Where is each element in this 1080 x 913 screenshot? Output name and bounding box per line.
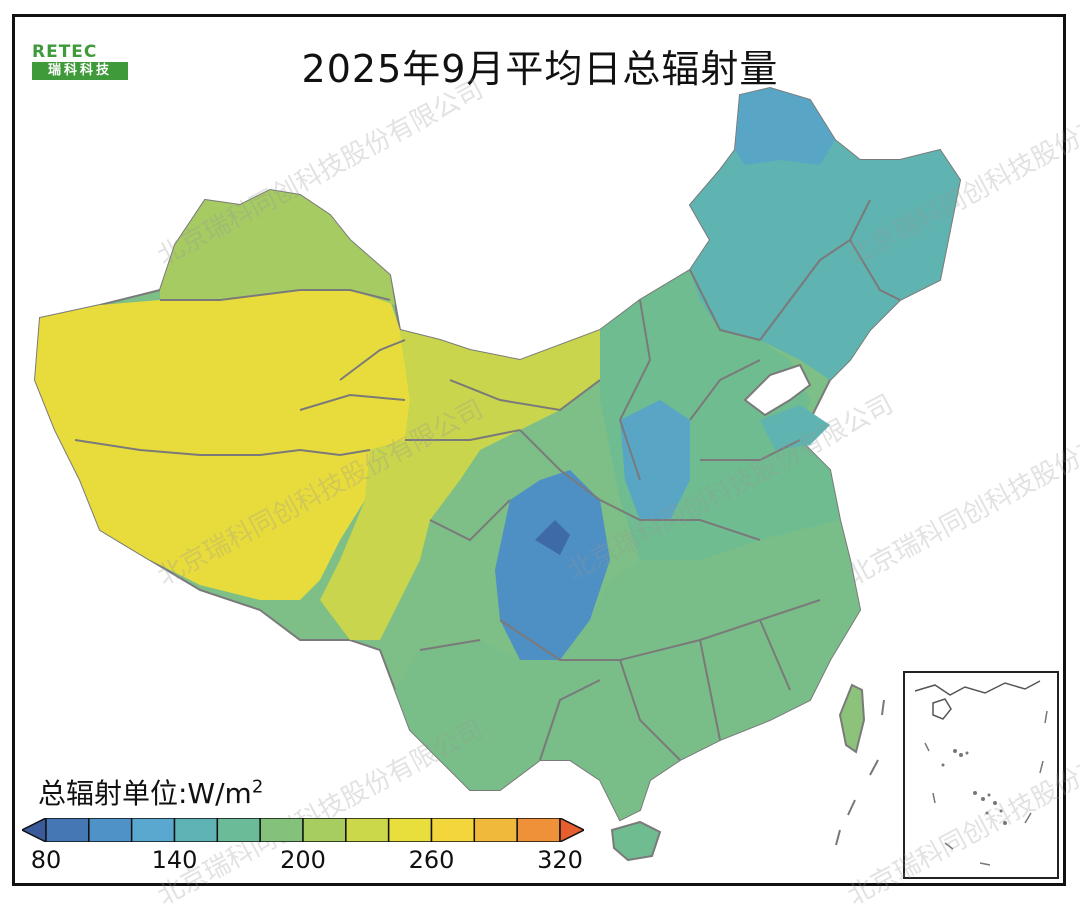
colorbar-tick-label: 320 xyxy=(537,846,583,874)
colorbar-segment xyxy=(430,818,476,842)
region-sichuan-basin xyxy=(495,470,610,660)
colorbar-segment xyxy=(473,818,518,842)
inset-coast xyxy=(914,680,1041,696)
colorbar-segment xyxy=(45,818,90,842)
colorbar-tick-label: 140 xyxy=(151,846,198,874)
unit-exponent: 2 xyxy=(251,776,264,798)
colorbar-tick-label: 80 xyxy=(30,846,62,874)
map-title: 2025年9月平均日总辐射量 xyxy=(301,47,779,91)
colorbar-max-arrow xyxy=(559,818,584,842)
colorbar-segment xyxy=(345,818,390,842)
inset-map xyxy=(914,680,1048,866)
colorbar-segment xyxy=(216,818,261,842)
hainan xyxy=(610,820,662,862)
region-south xyxy=(395,520,860,820)
bohai-sea xyxy=(743,363,812,417)
inset-dashes xyxy=(924,710,1048,866)
colorbar-segment xyxy=(387,818,433,842)
inset-islands xyxy=(941,749,1007,825)
colorbar xyxy=(22,818,584,842)
taiwan xyxy=(838,683,866,754)
region-shaanxi-blue xyxy=(620,400,690,520)
maritime-lines xyxy=(835,699,885,846)
retec-logo: RETEC 瑞科科技 xyxy=(32,42,128,82)
region-tarim-tibet xyxy=(35,290,410,600)
region-xinjiang-north xyxy=(160,190,395,305)
region-sichuan-core xyxy=(535,520,570,555)
logo-text-bottom: 瑞科科技 xyxy=(32,62,128,80)
colorbar-segment xyxy=(259,818,304,842)
colorbar-segment xyxy=(130,818,176,842)
colorbar-tick-label: 260 xyxy=(408,846,455,874)
unit-label: 总辐射单位:W/m2 xyxy=(38,772,263,812)
colorbar-tick-label: 200 xyxy=(280,846,326,874)
region-shandong xyxy=(760,405,830,450)
inset-hainan xyxy=(932,698,952,720)
south-china-sea-inset xyxy=(903,671,1059,879)
region-northeast-top xyxy=(735,88,835,165)
logo-text-top: RETEC xyxy=(32,42,98,62)
province-borders xyxy=(74,199,901,761)
colorbar-segment xyxy=(173,818,219,842)
unit-prefix: 总辐射单位:W/m xyxy=(38,777,252,810)
colorbar-min-arrow xyxy=(22,818,47,842)
colorbar-segment xyxy=(302,818,347,842)
colorbar-segment xyxy=(88,818,133,842)
colorbar-segment xyxy=(516,818,561,842)
